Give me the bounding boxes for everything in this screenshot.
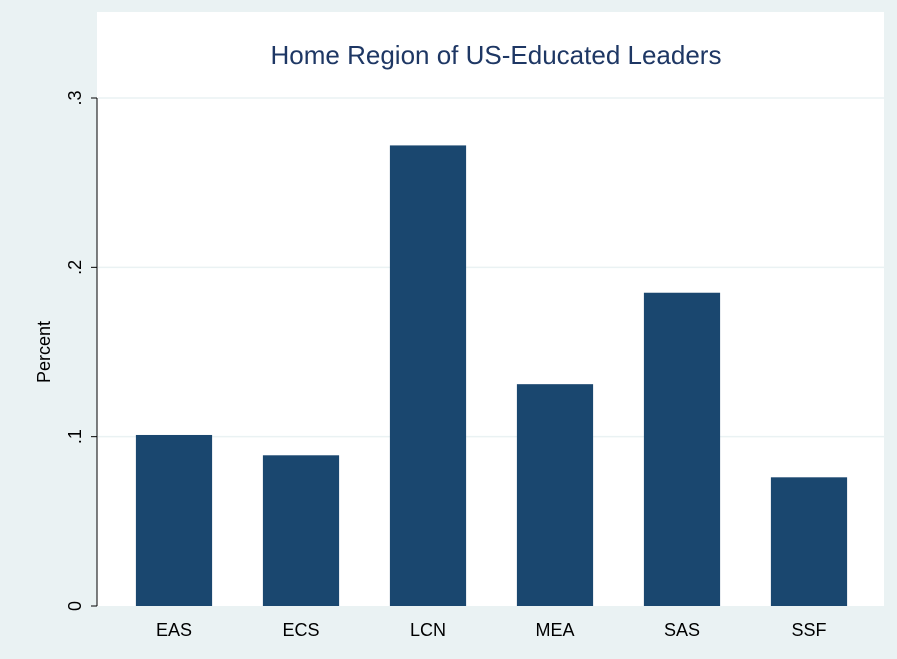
bar [135, 434, 213, 606]
x-tick-label: EAS [156, 620, 192, 640]
y-tick-label: 0 [65, 601, 85, 611]
x-tick-label: ECS [282, 620, 319, 640]
bar [643, 292, 721, 606]
x-tick-label: SSF [791, 620, 826, 640]
y-tick-label: .3 [65, 90, 85, 105]
bar [389, 145, 467, 606]
x-tick-label: MEA [535, 620, 574, 640]
y-axis-label: Percent [34, 321, 54, 383]
bar [516, 384, 594, 606]
bar [770, 477, 848, 606]
y-tick-label: .2 [65, 260, 85, 275]
chart-title: Home Region of US-Educated Leaders [271, 40, 722, 70]
y-tick-label: .1 [65, 429, 85, 444]
x-tick-label: SAS [664, 620, 700, 640]
plot-background [97, 12, 884, 606]
x-tick-label: LCN [410, 620, 446, 640]
bar [262, 455, 340, 606]
